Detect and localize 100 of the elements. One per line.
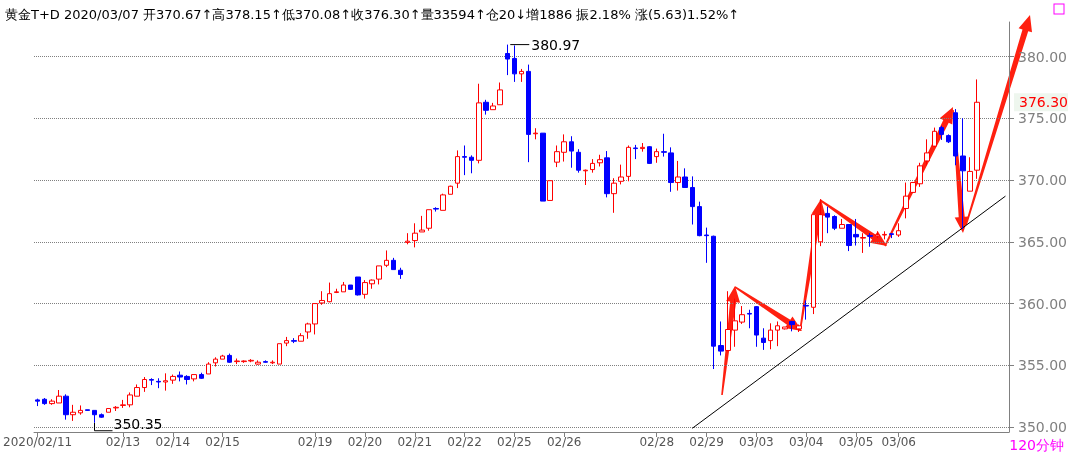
- candlestick: [704, 227, 709, 264]
- candlestick: [682, 167, 688, 188]
- candlestick: [355, 276, 361, 297]
- candlestick: [939, 125, 944, 141]
- candlestick: [70, 404, 76, 422]
- candlestick: [867, 232, 873, 248]
- x-tick-label: 02/15: [205, 435, 240, 449]
- candlestick: [255, 359, 261, 366]
- x-tick-label: 02/21: [397, 435, 433, 449]
- x-tick-label: 02/20: [347, 435, 383, 449]
- candlestick: [490, 102, 496, 111]
- candlestick: [440, 193, 446, 211]
- text: 376.30: [1019, 94, 1068, 111]
- candlestick: [967, 156, 973, 192]
- candlestick: [618, 164, 624, 185]
- candlestick: [142, 376, 147, 393]
- candlestick: [633, 144, 638, 160]
- x-tick-label: 03/04: [788, 435, 824, 449]
- candlestick: [191, 374, 197, 382]
- candlestick: [284, 336, 289, 347]
- candlestick: [419, 215, 425, 233]
- x-tick-label: 02/13: [105, 435, 141, 449]
- candlestick: [832, 214, 837, 231]
- candlestick: [291, 337, 297, 344]
- candlestick: [640, 142, 645, 153]
- candlestick: [576, 148, 581, 174]
- annotation: 350.35: [113, 415, 163, 432]
- candlestick: [519, 68, 524, 83]
- candlestick: [583, 169, 588, 186]
- candlestick: [505, 44, 510, 76]
- x-tick-label: 03/05: [838, 435, 874, 449]
- candlestick: [206, 361, 211, 375]
- x-tick-label: 02/14: [155, 435, 191, 449]
- candlestick: [540, 132, 546, 202]
- candlestick: [903, 182, 909, 219]
- candlestick: [569, 135, 574, 169]
- candlestick: [298, 332, 304, 342]
- candlestick: [220, 354, 225, 360]
- candlestick: [860, 232, 866, 254]
- candlestick: [875, 230, 880, 239]
- y-tick-label: 380.00: [1018, 48, 1068, 65]
- candlestick: [512, 44, 517, 83]
- candlestick: [213, 356, 218, 368]
- candlestick: [953, 108, 958, 166]
- candlestick: [803, 299, 809, 321]
- candlestick: [341, 281, 346, 293]
- candlestick: [647, 145, 652, 165]
- candlestick: [398, 267, 403, 280]
- candlestick: [63, 393, 69, 421]
- candlestick: [149, 377, 154, 386]
- candlestick: [85, 409, 90, 412]
- y-tick-label: 355.00: [1018, 357, 1068, 374]
- x-tick-label: 02/28: [639, 435, 675, 449]
- candlestick: [327, 282, 332, 303]
- x-tick-label: 02/25: [497, 435, 532, 449]
- candlestick: [455, 149, 460, 189]
- candlestick: [747, 309, 752, 329]
- candlestick: [78, 404, 83, 416]
- candlestick: [533, 127, 538, 140]
- candlestick: [334, 288, 339, 294]
- candlestick: [789, 320, 795, 332]
- candlestick: [718, 320, 724, 356]
- candlestick: [889, 232, 894, 239]
- candlestick: [35, 398, 40, 407]
- candlestick: [448, 185, 453, 195]
- candlestick: [960, 117, 966, 230]
- candlestick: [775, 320, 780, 347]
- candlestick: [796, 324, 802, 333]
- candlestick: [611, 177, 617, 214]
- candlestick: [469, 154, 474, 174]
- candlestick: [106, 408, 111, 413]
- candlestick: [754, 305, 759, 348]
- candlestick: [391, 257, 396, 271]
- candlestick: [476, 83, 482, 164]
- candlestick: [811, 214, 816, 315]
- y-tick-label: 350.00: [1018, 419, 1068, 436]
- text: 120分钟: [1009, 437, 1065, 453]
- candlestick: [277, 343, 282, 365]
- candlestick: [99, 412, 104, 419]
- candlestick: [462, 144, 467, 176]
- candlestick: [433, 206, 439, 213]
- candlestick: [946, 133, 951, 144]
- candlestick: [924, 138, 930, 166]
- candlestick: [768, 322, 773, 350]
- candlestick: [690, 175, 695, 226]
- candlestick: [199, 372, 204, 380]
- candlestick: [626, 144, 631, 182]
- candlestick: [825, 206, 830, 234]
- x-tick-label: 02/29: [689, 435, 724, 449]
- candlestick: [384, 249, 389, 268]
- candlestick: [604, 150, 610, 198]
- candlestick: [932, 127, 937, 148]
- candlestick: [263, 359, 268, 364]
- candlestick: [711, 235, 716, 370]
- annotation: 380.97: [531, 36, 581, 53]
- candlestick: [497, 82, 503, 106]
- candlestick: [163, 372, 168, 392]
- candlestick: [782, 326, 788, 330]
- x-tick-label: 2020/02/11: [2, 435, 73, 449]
- candlestick: [761, 327, 766, 351]
